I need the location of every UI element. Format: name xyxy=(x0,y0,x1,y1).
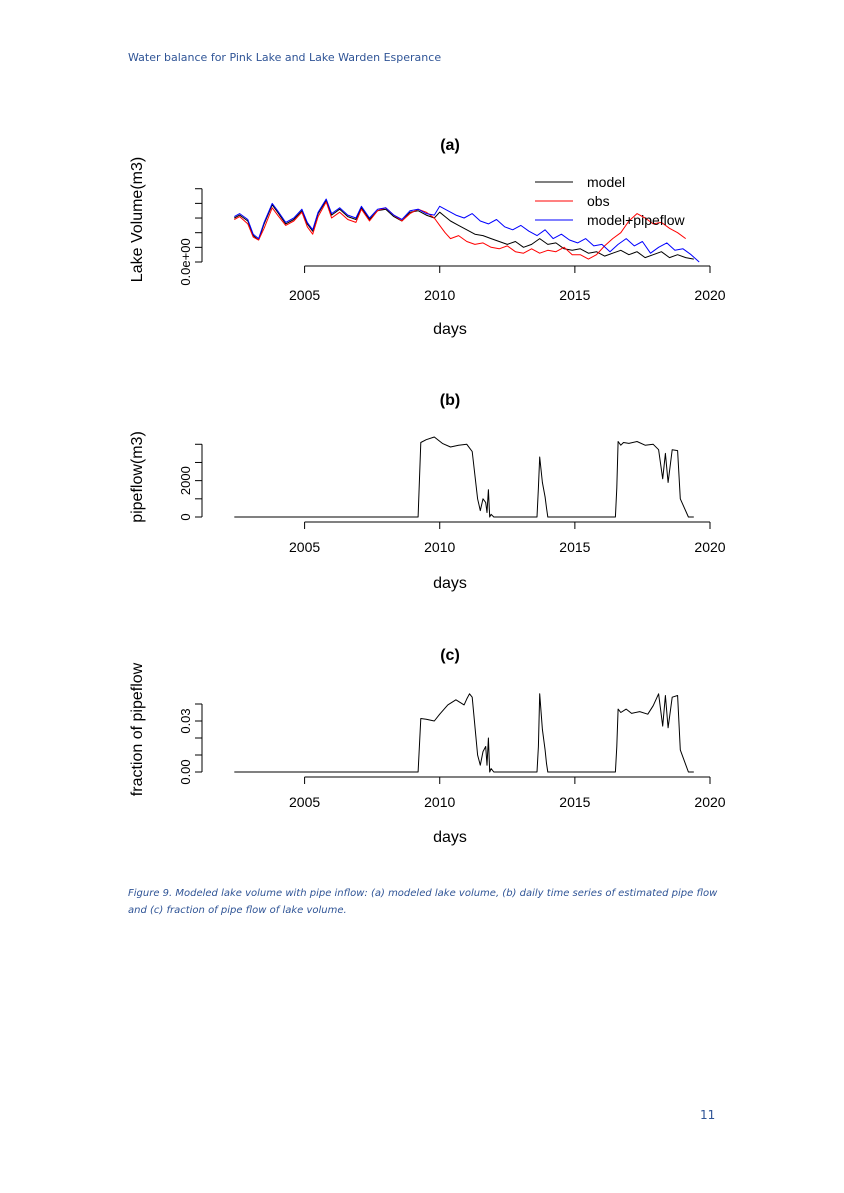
y-tick-label: 0.00 xyxy=(178,759,193,784)
figure-svg: (a) 2005 2010 2015 2020 days 0.0e+00 Lake Volum… xyxy=(129,137,726,846)
x-tick-label: 2010 xyxy=(424,287,455,303)
y-axis-label: pipeflow(m3) xyxy=(129,431,146,523)
x-axis-label: days xyxy=(433,575,467,592)
series-line-model-pipeflow xyxy=(234,198,700,263)
series-line-0 xyxy=(234,436,694,518)
x-tick-label: 2010 xyxy=(424,539,455,555)
x-axis-label: days xyxy=(433,321,467,338)
chart-panel-2: (c) 2005 2010 2015 2020 days 0.00 0.03 fraction … xyxy=(129,647,726,846)
y-tick-label: 0.0e+00 xyxy=(178,238,193,285)
x-tick-label: 2020 xyxy=(694,287,725,303)
x-tick-label: 2020 xyxy=(694,539,725,555)
y-tick-label: 2000 xyxy=(178,466,193,495)
chart-panel-1: (b) 2005 2010 2015 2020 days 0 2000 pipeflow(m3) xyxy=(129,392,726,592)
x-tick-label: 2005 xyxy=(289,794,320,810)
chart-title: (a) xyxy=(440,137,460,154)
series-line-obs xyxy=(234,201,686,260)
page-number: 11 xyxy=(700,1108,716,1122)
chart-title: (b) xyxy=(440,392,460,409)
y-tick-label: 0.03 xyxy=(178,708,193,733)
chart-title: (c) xyxy=(440,647,460,664)
figure-caption: Figure 9. Modeled lake volume with pipe … xyxy=(128,888,718,916)
legend-label: model+pipeflow xyxy=(587,212,686,228)
x-tick-label: 2020 xyxy=(694,794,725,810)
series-line-0 xyxy=(234,693,694,773)
running-header: Water balance for Pink Lake and Lake War… xyxy=(128,51,442,64)
x-tick-label: 2005 xyxy=(289,287,320,303)
y-axis-label: fraction of pipeflow xyxy=(129,662,146,796)
x-tick-label: 2010 xyxy=(424,794,455,810)
x-tick-label: 2015 xyxy=(559,539,590,555)
legend-label: model xyxy=(587,174,625,190)
figure-9: (a) 2005 2010 2015 2020 days 0.0e+00 Lake Volum… xyxy=(110,122,730,862)
x-tick-label: 2005 xyxy=(289,539,320,555)
legend-label: obs xyxy=(587,193,610,209)
x-axis-label: days xyxy=(433,829,467,846)
chart-panel-0: (a) 2005 2010 2015 2020 days 0.0e+00 Lake Volum… xyxy=(129,137,726,338)
x-tick-label: 2015 xyxy=(559,794,590,810)
y-axis-label: Lake Volume(m3) xyxy=(129,157,146,282)
y-tick-label: 0 xyxy=(178,513,193,520)
x-tick-label: 2015 xyxy=(559,287,590,303)
series-line-model xyxy=(234,199,694,260)
